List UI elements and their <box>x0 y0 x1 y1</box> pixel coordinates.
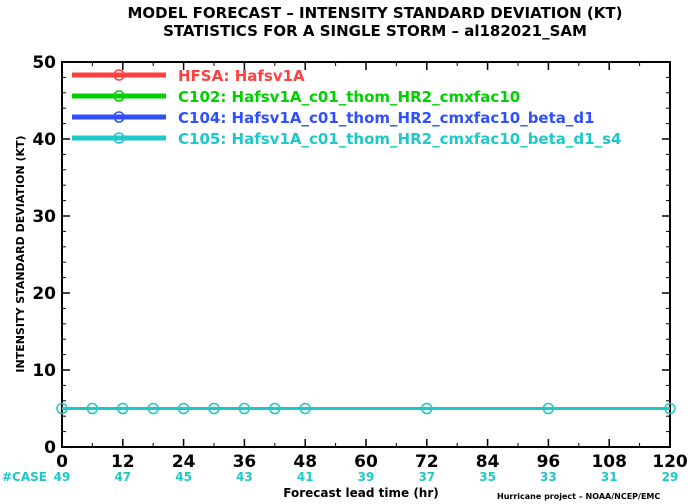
legend-marker-1 <box>113 69 125 81</box>
chart-subtitle: STATISTICS FOR A SINGLE STORM – al182021… <box>163 22 587 40</box>
series-4-point <box>147 402 159 415</box>
x-tick-label: 60 <box>354 452 378 472</box>
x-tick-label: 24 <box>172 452 196 472</box>
credit-text: Hurricane project – NOAA/NCEP/EMC <box>497 492 660 501</box>
series-4-point <box>269 402 281 415</box>
case-count: 31 <box>601 470 618 484</box>
legend-label-4: C105: Hafsv1A_c01_thom_HR2_cmxfac10_beta… <box>178 130 621 148</box>
y-tick-label: 30 <box>32 207 56 227</box>
x-tick-label: 12 <box>111 452 135 472</box>
series-4-point <box>177 402 190 415</box>
x-tick-label: 96 <box>537 452 561 472</box>
x-tick-label: 84 <box>476 452 500 472</box>
series-4-point <box>299 402 311 415</box>
y-tick-label: 0 <box>44 438 56 458</box>
case-count: 29 <box>662 470 679 484</box>
legend-label-1: HFSA: Hafsv1A <box>178 67 305 85</box>
x-tick-label: 36 <box>233 452 257 472</box>
plot-area: 0 10 20 30 40 50 0 12 24 36 48 60 72 84 96 108 120 HFSA: … <box>32 53 688 484</box>
legend-marker-3 <box>113 111 125 123</box>
legend-label-3: C104: Hafsv1A_c01_thom_HR2_cmxfac10_beta… <box>178 109 595 127</box>
x-tick-label: 48 <box>293 452 317 472</box>
y-tick-label: 40 <box>32 130 56 150</box>
series-4-point <box>117 402 129 415</box>
y-tick-label: 50 <box>32 53 56 73</box>
legend-marker-4 <box>113 132 125 144</box>
series-4-point <box>56 402 68 415</box>
chart-title: MODEL FORECAST – INTENSITY STANDARD DEVI… <box>128 4 623 22</box>
case-count: 33 <box>540 470 557 484</box>
case-count: 49 <box>54 470 71 484</box>
case-count: 37 <box>418 470 435 484</box>
case-count: 35 <box>479 470 496 484</box>
case-count: 47 <box>114 470 131 484</box>
x-tick-label: 108 <box>591 452 627 472</box>
series-4-point <box>542 402 555 415</box>
y-tick-label: 10 <box>32 361 56 381</box>
series-4-point <box>421 402 433 415</box>
case-count: 45 <box>175 470 192 484</box>
series-4-point <box>86 402 99 415</box>
legend-label-2: C102: Hafsv1A_c01_thom_HR2_cmxfac10 <box>178 88 520 106</box>
case-count: 39 <box>358 470 375 484</box>
x-tick-label: 72 <box>415 452 439 472</box>
y-tick-label: 20 <box>32 284 56 304</box>
series-4-point <box>664 402 676 415</box>
x-tick-label: 120 <box>652 452 688 472</box>
legend-marker-2 <box>113 90 125 102</box>
x-tick-label: 0 <box>56 452 68 472</box>
series-4-point <box>238 402 251 415</box>
case-count: 43 <box>236 470 253 484</box>
series-4-point <box>208 402 220 415</box>
x-axis-label: Forecast lead time (hr) <box>283 486 439 500</box>
case-label: #CASE <box>2 470 47 484</box>
y-axis-label: INTENSITY STANDARD DEVIATION (KT) <box>14 135 27 372</box>
case-count: 41 <box>297 470 314 484</box>
